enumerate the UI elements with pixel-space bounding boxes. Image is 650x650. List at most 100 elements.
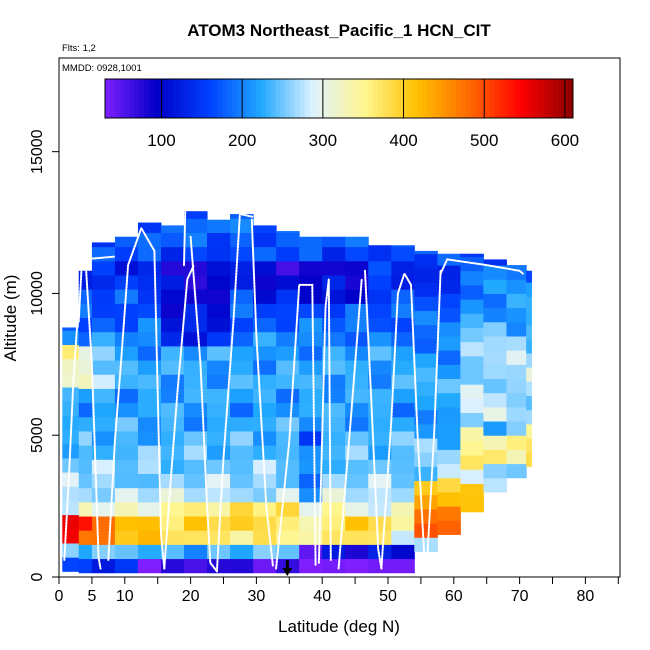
heatmap-cell <box>114 303 139 319</box>
heatmap-cell <box>137 501 162 517</box>
heatmap-cell <box>230 218 254 233</box>
heatmap-cell <box>184 232 208 248</box>
heatmap-cell <box>253 430 277 446</box>
colorbar-segment <box>387 79 394 118</box>
heatmap-cell <box>414 480 438 496</box>
heatmap-cell <box>526 338 532 354</box>
colorbar-segment <box>524 79 530 118</box>
heatmap-cell <box>345 345 369 361</box>
colorbar-segment <box>465 79 472 118</box>
heatmap-cell <box>91 374 116 389</box>
heatmap-cell <box>137 260 162 276</box>
colorbar-segment <box>504 79 511 118</box>
heatmap-cell <box>526 310 532 326</box>
colorbar-segment <box>251 79 257 118</box>
heatmap-cell <box>253 246 277 262</box>
heatmap-cell <box>253 558 277 574</box>
heatmap-cell <box>230 430 254 446</box>
heatmap-cell <box>483 463 507 479</box>
heatmap-cell <box>460 455 484 470</box>
heatmap-cell <box>91 317 116 333</box>
axes: 0 5 10 20 30 40 50 60 70 80 0 5000 10000 15000 <box>29 129 619 605</box>
flight-track <box>250 218 274 567</box>
heatmap-cell <box>345 246 369 262</box>
heatmap-cell <box>91 289 116 304</box>
colorbar-segment <box>421 79 428 118</box>
colorbar-segment <box>222 79 228 118</box>
heatmap-cell <box>506 378 527 394</box>
heatmap-cell <box>91 459 116 474</box>
heatmap-cell <box>276 246 300 262</box>
colorbar-segment <box>246 79 252 118</box>
heatmap-cell <box>414 296 438 311</box>
heatmap-cell <box>230 260 254 276</box>
heatmap-cell <box>207 402 231 418</box>
heatmap-cell <box>460 370 484 385</box>
x-tick-label: 80 <box>577 588 595 605</box>
heatmap-cell <box>483 321 507 337</box>
heatmap-cell <box>253 345 277 361</box>
heatmap-cell <box>414 423 438 439</box>
latitude-marker-arrowhead <box>282 568 293 576</box>
flight-track <box>317 279 332 564</box>
heatmap-cell <box>78 430 93 446</box>
heatmap-cell <box>114 473 139 489</box>
heatmap-cell <box>230 232 254 248</box>
heatmap-cell <box>414 250 438 255</box>
heatmap-cell <box>526 438 532 453</box>
heatmap-cell <box>299 402 323 418</box>
heatmap-cell <box>253 416 277 432</box>
heatmap-cell <box>184 218 208 233</box>
heatmap-cell <box>184 430 208 446</box>
heatmap-cell <box>460 299 484 314</box>
colorbar-segment <box>280 79 286 118</box>
heatmap-cell <box>391 246 415 262</box>
heatmap-cell <box>345 402 369 418</box>
colorbar-segment <box>558 79 564 118</box>
heatmap-cell <box>299 501 323 517</box>
heatmap-cell <box>391 501 415 517</box>
heatmap-cell <box>276 459 300 474</box>
heatmap-cell <box>114 487 139 503</box>
x-tick-label: 5 <box>87 588 96 605</box>
heatmap-cell <box>114 445 139 460</box>
flight-track <box>163 264 195 570</box>
heatmap-cell <box>137 303 162 319</box>
heatmap-cell <box>322 275 346 290</box>
heatmap-cell <box>368 402 392 418</box>
heatmap-cell <box>230 473 254 489</box>
heatmap-cell <box>345 487 369 503</box>
heatmap-cell <box>184 530 208 545</box>
heatmap-cell <box>91 416 116 432</box>
flight-track <box>337 278 363 570</box>
heatmap-cell <box>78 331 93 347</box>
heatmap-cell <box>160 303 185 319</box>
heatmap-cell <box>391 260 415 276</box>
heatmap-cell <box>322 416 346 432</box>
heatmap-cell <box>322 260 346 276</box>
heatmap-cell <box>184 558 208 574</box>
x-tick-label: 70 <box>511 588 529 605</box>
heatmap-cell <box>230 402 254 418</box>
heatmap-cell <box>114 402 139 418</box>
heatmap-cell <box>368 374 392 389</box>
colorbar: 100 200 300 400 500 600 <box>104 78 579 150</box>
heatmap-cell <box>230 289 254 304</box>
heatmap-cell <box>253 530 277 545</box>
heatmap-cell <box>114 360 139 375</box>
heatmap-cell <box>526 452 532 467</box>
heatmap-cell <box>414 324 438 340</box>
heatmap-cell <box>137 430 162 446</box>
colorbar-segment <box>378 79 384 118</box>
heatmap-cell <box>62 542 80 558</box>
x-tick-label: 20 <box>182 588 200 605</box>
colorbar-segment <box>148 79 155 118</box>
heatmap-cell <box>114 530 139 545</box>
heatmap-cell <box>299 246 323 262</box>
heatmap-cell <box>299 388 323 404</box>
heatmap-cell <box>483 378 507 394</box>
heatmap-cell <box>414 267 438 283</box>
heatmap-cell <box>460 483 484 499</box>
heatmap-cell <box>391 374 415 389</box>
